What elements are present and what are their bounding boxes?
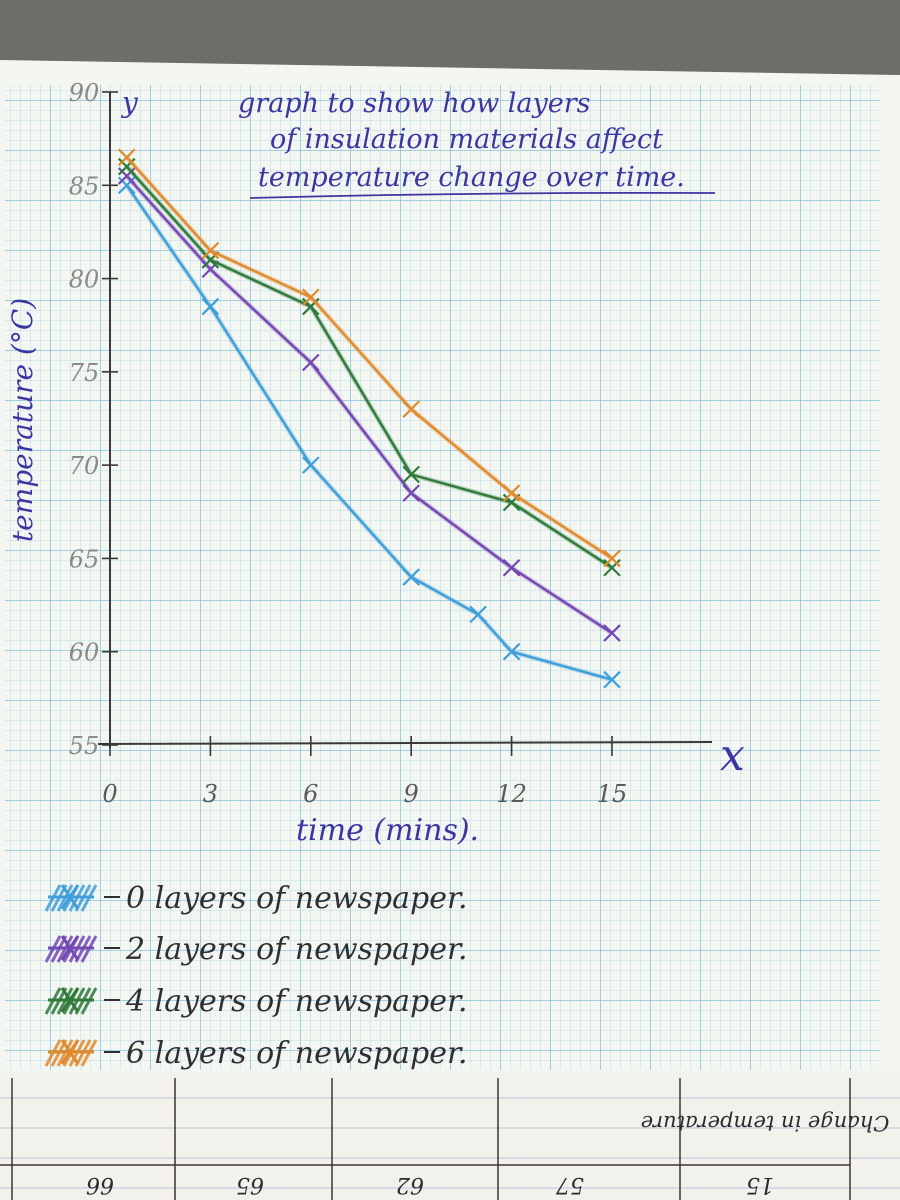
data-point <box>603 549 621 568</box>
y-tick-label: 80 <box>69 266 100 294</box>
axes: y x <box>97 86 745 781</box>
chart-title-line: graph to show how layers <box>238 88 591 119</box>
x-tick-label: 0 <box>102 780 117 808</box>
legend-label: 6 layers of newspaper. <box>126 1036 468 1071</box>
data-point <box>469 605 487 624</box>
data-point <box>402 568 420 586</box>
series-line <box>125 156 613 560</box>
legend-swatch <box>44 884 98 912</box>
data-point <box>302 288 320 307</box>
table-value: 66 <box>86 1172 114 1197</box>
y-tick-label: 55 <box>69 732 100 760</box>
series-1 <box>117 167 621 642</box>
series-line <box>125 165 613 569</box>
x-axis-label: time (mins). <box>296 813 479 848</box>
legend: 0 layers of newspaper. 2 layers of newspa… <box>44 881 468 1071</box>
table-value: 65 <box>236 1172 264 1197</box>
x-tick-label: 9 <box>404 780 419 808</box>
y-axis-label: temperature (°C) <box>6 298 39 542</box>
legend-swatch <box>44 987 98 1015</box>
table-value: 57 <box>556 1172 584 1197</box>
bottom-table: Change in temperature 66 65 62 57 15 <box>0 1072 900 1200</box>
data-point <box>603 624 621 642</box>
legend-label: 4 layers of newspaper. <box>125 984 468 1019</box>
data-point <box>402 465 420 484</box>
graph-paper <box>0 60 900 1075</box>
legend-item: 2 layers of newspaper. <box>44 932 468 967</box>
y-tick-label: 60 <box>69 639 100 667</box>
x-tick-label: 12 <box>496 780 527 808</box>
y-tick-label: 90 <box>69 79 100 107</box>
series-line <box>125 175 613 635</box>
data-point <box>117 148 136 167</box>
y-tick-label: 75 <box>69 359 100 387</box>
y-tick-label: 85 <box>69 172 100 200</box>
x-tick-label: 6 <box>303 780 318 808</box>
legend-item: 0 layers of newspaper. <box>44 881 468 916</box>
data-point <box>603 670 621 689</box>
series-layer <box>117 148 621 689</box>
chart-title-line: of insulation materials affect <box>270 124 663 155</box>
legend-label: 2 layers of newspaper. <box>125 932 468 967</box>
legend-swatch <box>44 935 98 963</box>
series-3 <box>117 148 621 568</box>
y-axis-letter: y <box>120 86 139 119</box>
table-value: 62 <box>396 1172 424 1197</box>
chart-title: graph to show how layers of insulation m… <box>238 88 716 199</box>
legend-label: 0 layers of newspaper. <box>126 881 468 916</box>
data-point <box>201 241 220 260</box>
y-tick-label: 65 <box>69 545 100 573</box>
chart-title-line: temperature change over time. <box>258 162 685 193</box>
legend-item: 4 layers of newspaper. <box>44 984 468 1019</box>
data-point <box>302 456 320 474</box>
table-value: 15 <box>746 1172 774 1197</box>
data-point <box>402 400 420 418</box>
x-axis-letter: x <box>720 730 745 781</box>
data-point <box>502 558 521 577</box>
x-axis-line <box>97 741 713 745</box>
table-header-change-in-temperature: Change in temperature <box>641 1111 890 1135</box>
legend-swatch <box>44 1039 98 1067</box>
legend-item: 6 layers of newspaper. <box>44 1036 468 1071</box>
x-ticks: 0 3 6 9 12 15 <box>102 736 627 808</box>
x-tick-label: 15 <box>597 780 628 808</box>
x-tick-label: 3 <box>203 780 218 808</box>
data-point <box>502 642 521 661</box>
y-tick-label: 70 <box>69 452 100 480</box>
series-0 <box>117 176 621 689</box>
data-point <box>302 353 320 372</box>
data-point <box>402 484 420 502</box>
data-point <box>502 484 521 502</box>
data-point <box>201 297 220 316</box>
